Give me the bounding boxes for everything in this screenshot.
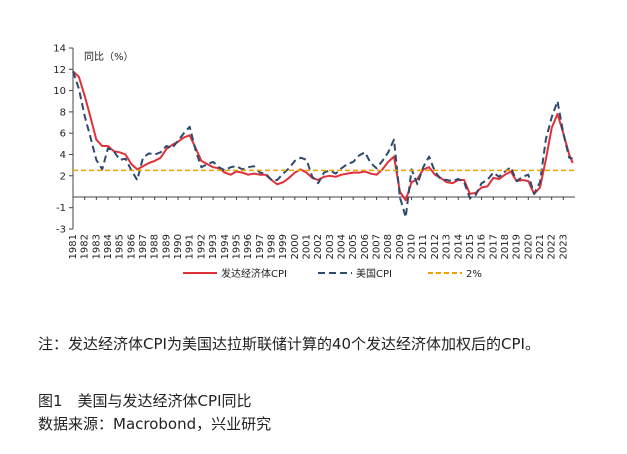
x-tick-label: 2014 [453, 234, 464, 259]
y-tick-label: -1 [56, 203, 66, 214]
x-tick-label: 2003 [325, 234, 336, 259]
x-tick-label: 1987 [138, 234, 149, 259]
x-tick-label: 1986 [126, 234, 137, 259]
x-tick-label: 1989 [161, 234, 172, 259]
y-tick-label: 10 [53, 86, 66, 97]
y-tick-label: 2 [60, 171, 66, 182]
x-tick-label: 1993 [208, 234, 219, 259]
x-tick-label: 2001 [301, 234, 312, 259]
x-tick-label: 2021 [535, 234, 546, 259]
y-axis-label: 同比（%） [84, 51, 134, 63]
x-tick-label: 2006 [360, 234, 371, 259]
data-source: 数据来源：Macrobond，兴业研究 [38, 415, 272, 433]
y-tick-label: 14 [53, 44, 66, 55]
x-tick-label: 1997 [255, 234, 266, 259]
x-tick-label: 1998 [266, 234, 277, 259]
x-tick-label: 1985 [115, 234, 126, 259]
x-tick-label: 2016 [477, 234, 488, 259]
x-tick-label: 1995 [231, 234, 242, 259]
x-tick-label: 1982 [80, 234, 91, 259]
x-tick-label: 1996 [243, 234, 254, 259]
x-tick-label: 1990 [173, 234, 184, 259]
x-tick-label: 2011 [418, 234, 429, 259]
legend-label: 2% [466, 269, 482, 280]
x-tick-label: 2004 [337, 234, 348, 259]
x-tick-label: 2000 [290, 234, 301, 259]
x-tick-label: 2022 [547, 234, 558, 259]
y-tick-label: 8 [60, 107, 66, 118]
x-tick-label: 2002 [313, 234, 324, 259]
chart-note: 注：发达经济体CPI为美国达拉斯联储计算的40个发达经济体加权后的CPI。 [38, 335, 540, 353]
x-tick-label: 1984 [103, 234, 114, 259]
x-tick-label: 1994 [220, 234, 231, 259]
x-tick-label: 1988 [150, 234, 161, 259]
x-tick-label: 2020 [523, 234, 534, 259]
x-tick-label: 2018 [500, 234, 511, 259]
x-tick-label: 2009 [395, 234, 406, 259]
x-tick-label: 2015 [465, 234, 476, 259]
x-tick-label: 2008 [383, 234, 394, 259]
x-tick-label: 2010 [407, 234, 418, 259]
x-tick-label: 1981 [68, 234, 79, 259]
series-line-2 [72, 71, 573, 219]
y-tick-label: 6 [60, 129, 66, 140]
y-tick-label: -3 [56, 225, 66, 236]
x-tick-label: 2007 [372, 234, 383, 259]
x-tick-label: 1992 [196, 234, 207, 259]
x-tick-label: 2013 [442, 234, 453, 259]
x-tick-label: 2017 [488, 234, 499, 259]
x-tick-label: 2012 [430, 234, 441, 259]
x-tick-label: 1999 [278, 234, 289, 259]
series-line-1 [72, 70, 574, 202]
legend: 发达经济体CPI 美国CPI 2% [183, 267, 482, 280]
x-tick-label: 1991 [185, 234, 196, 259]
figure-title: 图1 美国与发达经济体CPI同比 [38, 392, 252, 410]
legend-label: 发达经济体CPI [221, 267, 287, 280]
x-tick-label: 2019 [512, 234, 523, 259]
x-tick-label: 2005 [348, 234, 359, 259]
x-tick-label: 1983 [91, 234, 102, 259]
y-tick-label: 12 [53, 65, 66, 76]
legend-label: 美国CPI [356, 267, 392, 280]
y-tick-label: 4 [60, 150, 66, 161]
x-tick-label: 2023 [558, 234, 569, 259]
